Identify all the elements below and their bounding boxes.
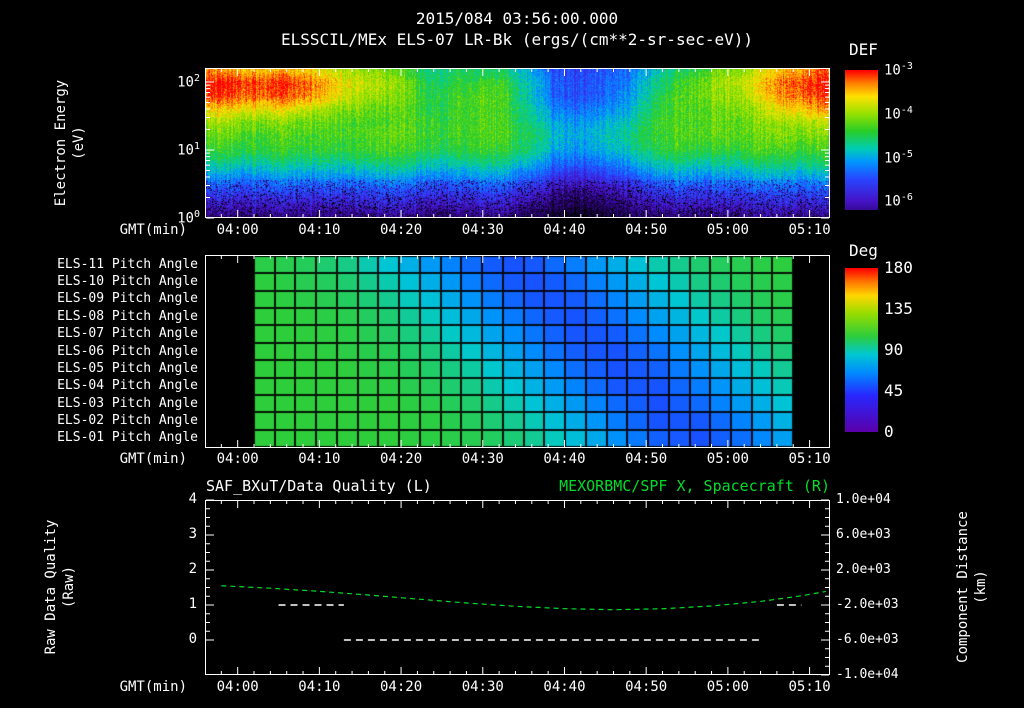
deg-colorbar-tick-label: 45	[884, 381, 904, 400]
pitch-row-label: ELS-04 Pitch Angle	[57, 378, 198, 394]
pitch-x-tick-label: 04:10	[298, 451, 341, 467]
pitch-row-label: ELS-05 Pitch Angle	[57, 360, 198, 376]
def-colorbar-tick-label: 10-4	[884, 104, 913, 123]
line-x-tick-label: 04:10	[298, 679, 341, 695]
line-y-right-tick-label: -6.0e+03	[836, 632, 899, 647]
line-y-right-axis-label: Component Distance (km)	[954, 511, 990, 663]
def-colorbar-title: DEF	[849, 40, 878, 59]
line-y-right-axis-label-line2: (km)	[973, 570, 989, 604]
line-y-right-tick-label: -2.0e+03	[836, 597, 899, 612]
line-y-left-axis-label: Raw Data Quality (Raw)	[42, 520, 78, 655]
spectrogram-x-tick-label: 04:40	[543, 222, 586, 238]
spectrogram-x-tick-label: 04:20	[380, 222, 423, 238]
def-colorbar-tick-label: 10-5	[884, 148, 913, 167]
deg-colorbar-tick-label: 90	[884, 340, 904, 359]
deg-colorbar-tick-label: 0	[884, 422, 894, 441]
pitch-row-label: ELS-07 Pitch Angle	[57, 326, 198, 342]
spectrogram-x-tick-label: 05:10	[788, 222, 831, 238]
line-panel-right-title: MEXORBMC/SPF X, Spacecraft (R)	[559, 477, 830, 495]
spectrogram-y-tick-label: 100	[177, 209, 200, 227]
line-y-right-tick-label: 2.0e+03	[836, 562, 891, 577]
spectrogram-x-tick-label: 04:50	[625, 222, 668, 238]
pitch-row-label: ELS-03 Pitch Angle	[57, 395, 198, 411]
spectrogram-y-axis-label: Electron Energy (eV)	[52, 80, 88, 206]
pitch-x-tick-label: 05:00	[706, 451, 749, 467]
spectrogram-y-axis-label-line1: Electron Energy	[53, 79, 69, 207]
line-x-tick-label: 04:30	[461, 679, 504, 695]
line-y-left-tick-label: 4	[188, 491, 197, 507]
line-x-tick-label: 05:00	[706, 679, 749, 695]
datetime-title: 2015/084 03:56:00.000	[415, 9, 619, 28]
spectrogram-x-tick-label: 04:00	[216, 222, 259, 238]
line-y-left-tick-label: 0	[188, 631, 197, 647]
line-x-tick-label: 04:20	[380, 679, 423, 695]
line-y-left-tick-label: 1	[188, 596, 197, 612]
pitch-x-tick-label: 04:50	[625, 451, 668, 467]
line-y-left-axis-label-line1: Raw Data Quality	[43, 519, 59, 655]
def-colorbar	[845, 70, 878, 210]
spectrogram-y-tick-label: 101	[177, 141, 200, 159]
pitch-x-tick-label: 05:10	[788, 451, 831, 467]
spectrogram-plot-box	[205, 68, 830, 218]
spectrogram-x-tick-label: 04:10	[298, 222, 341, 238]
line-y-left-tick-label: 2	[188, 561, 197, 577]
line-x-tick-label: 04:00	[216, 679, 259, 695]
spectrogram-x-tick-label: 04:30	[461, 222, 504, 238]
line-y-right-tick-label: -1.0e+04	[836, 667, 899, 682]
line-y-right-tick-label: 1.0e+04	[836, 492, 891, 507]
deg-colorbar-tick-label: 180	[884, 258, 913, 277]
line-y-right-tick-label: 6.0e+03	[836, 527, 891, 542]
def-colorbar-tick-label: 10-3	[884, 61, 913, 79]
line-x-tick-label: 05:10	[788, 679, 831, 695]
x-axis-label-spectrogram: GMT(min)	[119, 222, 187, 238]
line-panel-left-title: SAF_BXuT/Data Quality (L)	[206, 477, 432, 495]
line-x-tick-label: 04:40	[543, 679, 586, 695]
pitch-row-label: ELS-09 Pitch Angle	[57, 291, 198, 307]
pitch-row-label: ELS-02 Pitch Angle	[57, 412, 198, 428]
deg-colorbar-tick-label: 135	[884, 299, 913, 318]
pitch-x-tick-label: 04:20	[380, 451, 423, 467]
line-y-right-axis-label-line1: Component Distance	[955, 511, 971, 663]
pitch-x-tick-label: 04:40	[543, 451, 586, 467]
spectrogram-y-tick-label: 102	[177, 73, 200, 91]
spectrogram-y-axis-label-line2: (eV)	[71, 126, 87, 160]
pitch-plot-box	[205, 255, 830, 448]
pitch-row-label: ELS-10 Pitch Angle	[57, 274, 198, 290]
line-x-tick-label: 04:50	[625, 679, 668, 695]
x-axis-label-line: GMT(min)	[119, 679, 187, 695]
deg-colorbar-title: Deg	[849, 241, 878, 260]
x-axis-label-pitch: GMT(min)	[119, 451, 187, 467]
pitch-row-label: ELS-11 Pitch Angle	[57, 256, 198, 272]
spectrogram-title: ELSSCIL/MEx ELS-07 LR-Bk (ergs/(cm**2-sr…	[280, 30, 754, 49]
line-plot-box	[205, 500, 830, 675]
spectrogram-x-tick-label: 05:00	[706, 222, 749, 238]
def-colorbar-tick-label: 10-6	[884, 192, 913, 210]
pitch-x-tick-label: 04:00	[216, 451, 259, 467]
pitch-row-label: ELS-01 Pitch Angle	[57, 430, 198, 446]
line-y-left-axis-label-line2: (Raw)	[61, 565, 77, 609]
pitch-row-label: ELS-08 Pitch Angle	[57, 308, 198, 324]
pitch-row-label: ELS-06 Pitch Angle	[57, 343, 198, 359]
line-y-left-tick-label: 3	[188, 526, 197, 542]
pitch-x-tick-label: 04:30	[461, 451, 504, 467]
deg-colorbar	[845, 268, 878, 432]
